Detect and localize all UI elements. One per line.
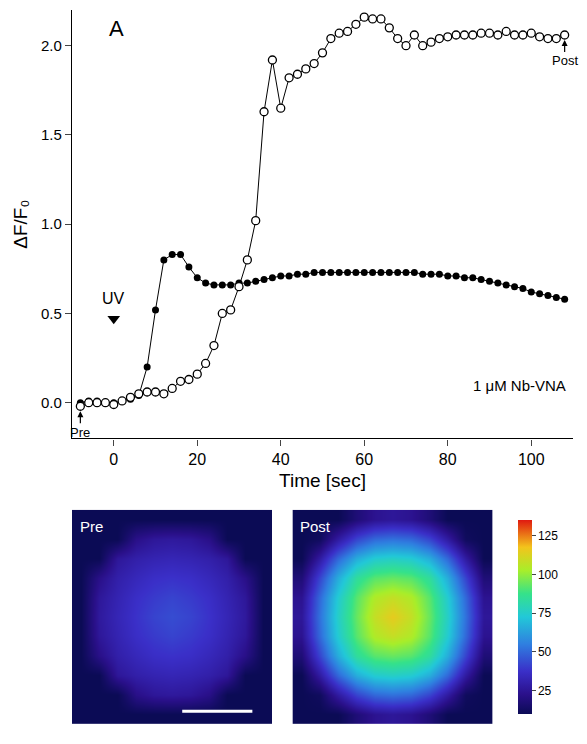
svg-text:2.0: 2.0 bbox=[41, 37, 62, 54]
svg-text:40: 40 bbox=[272, 451, 290, 468]
svg-text:25: 25 bbox=[538, 684, 552, 698]
svg-text:80: 80 bbox=[439, 451, 457, 468]
svg-text:0.5: 0.5 bbox=[41, 305, 62, 322]
svg-text:Post: Post bbox=[300, 518, 331, 535]
svg-text:100: 100 bbox=[538, 568, 558, 582]
svg-text:75: 75 bbox=[538, 606, 552, 620]
svg-text:Post: Post bbox=[552, 53, 578, 68]
svg-text:60: 60 bbox=[355, 451, 373, 468]
svg-text:UV: UV bbox=[102, 290, 125, 307]
svg-text:Pre: Pre bbox=[70, 425, 90, 440]
svg-text:ΔF/F₀: ΔF/F₀ bbox=[10, 200, 31, 249]
svg-text:A: A bbox=[109, 16, 124, 41]
svg-text:0.0: 0.0 bbox=[41, 394, 62, 411]
svg-text:125: 125 bbox=[538, 529, 558, 543]
svg-text:1.0: 1.0 bbox=[41, 215, 62, 232]
svg-text:100: 100 bbox=[518, 451, 545, 468]
svg-text:0: 0 bbox=[109, 451, 118, 468]
svg-text:1.5: 1.5 bbox=[41, 126, 62, 143]
svg-text:Pre: Pre bbox=[80, 518, 103, 535]
svg-text:50: 50 bbox=[538, 645, 552, 659]
svg-text:Time [sec]: Time [sec] bbox=[279, 470, 366, 491]
svg-text:1 μM Nb-VNA: 1 μM Nb-VNA bbox=[473, 377, 566, 394]
svg-text:20: 20 bbox=[188, 451, 206, 468]
